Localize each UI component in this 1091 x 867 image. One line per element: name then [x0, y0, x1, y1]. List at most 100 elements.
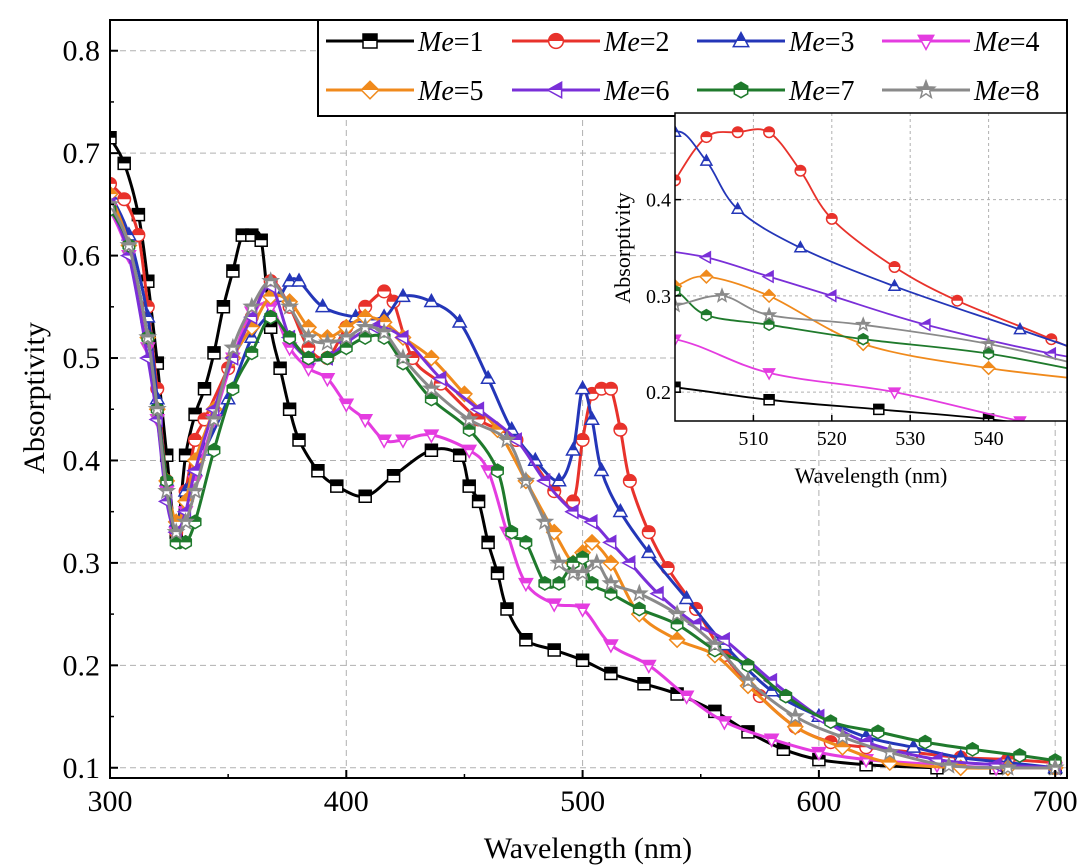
marker-outline: [939, 755, 959, 774]
marker-outline: [518, 577, 534, 593]
marker-outline: [763, 318, 775, 332]
marker-outline: [497, 430, 517, 449]
marker-outline: [887, 387, 902, 400]
marker-outline: [873, 403, 885, 416]
data-point-me-6: [394, 329, 409, 346]
data-point-me-8: [535, 511, 555, 530]
marker-outline: [549, 552, 569, 571]
marker-outline: [459, 409, 479, 428]
x-tick-label: 400: [324, 785, 369, 818]
marker-outline: [857, 332, 869, 346]
data-point-me-7: [462, 422, 476, 438]
data-point-me-5: [356, 308, 374, 326]
marker-outline: [243, 328, 260, 344]
marker-outline: [421, 378, 441, 397]
marker-outline: [245, 345, 259, 361]
data-point-me-5: [110, 185, 119, 203]
marker-outline: [432, 370, 447, 387]
marker-outline: [338, 398, 355, 413]
marker-outline: [1013, 416, 1027, 421]
inset-point-me-1: [873, 403, 885, 416]
data-point-me-8: [421, 378, 441, 397]
marker-outline: [226, 264, 240, 278]
inset-y-tick-label: 0.2: [646, 382, 671, 404]
inset-point-me-2: [700, 131, 713, 144]
marker-half: [644, 545, 653, 553]
data-point-me-1: [519, 632, 533, 647]
data-point-me-7: [339, 340, 353, 356]
marker-outline: [763, 733, 780, 748]
marker-half: [380, 309, 389, 318]
marker-half: [338, 319, 354, 328]
marker-half: [765, 734, 779, 740]
y-tick-label: 0.4: [63, 444, 101, 477]
inset-y-tick-label: 0.4: [646, 190, 671, 212]
data-point-me-3: [593, 461, 610, 477]
marker-half: [285, 274, 294, 282]
marker-outline: [547, 32, 565, 50]
legend-suffix: =7: [825, 76, 855, 107]
data-point-me-8: [317, 332, 337, 351]
marker-outline: [733, 81, 749, 99]
marker-outline: [667, 604, 687, 623]
marker-outline: [678, 589, 695, 605]
data-point-me-6: [602, 534, 617, 551]
data-point-me-5: [602, 554, 620, 572]
marker-outline: [507, 432, 522, 448]
inset-point-me-5: [761, 288, 777, 304]
marker-outline: [261, 271, 281, 290]
marker-half: [387, 469, 400, 476]
data-point-me-5: [583, 533, 601, 551]
marker-outline: [629, 583, 649, 602]
data-point-me-1: [330, 479, 344, 493]
data-point-me-7: [207, 442, 221, 458]
marker-outline: [565, 441, 581, 456]
marker-outline: [204, 409, 224, 428]
marker-outline: [675, 124, 682, 138]
marker-outline: [110, 176, 118, 191]
marker-outline: [763, 126, 776, 139]
marker-outline: [670, 687, 684, 701]
data-point-me-3: [640, 543, 657, 559]
data-point-me-1: [490, 566, 505, 580]
legend-prefix: Me: [603, 76, 640, 107]
legend-label-me-2: Me=2: [603, 27, 670, 58]
marker-half: [700, 251, 711, 258]
marker-outline: [185, 481, 205, 500]
marker-half: [265, 310, 277, 318]
inset-point-me-3: [730, 201, 745, 214]
data-point-me-3: [291, 272, 307, 287]
data-point-me-6: [583, 514, 598, 530]
marker-outline: [715, 631, 730, 648]
marker-outline: [675, 278, 683, 294]
legend-prefix: Me: [417, 76, 454, 107]
marker-outline: [587, 552, 607, 571]
inset-point-me-2: [731, 126, 744, 139]
data-point-me-8: [157, 481, 177, 500]
marker-half: [198, 382, 211, 389]
marker-outline: [1013, 322, 1027, 335]
marker-outline: [490, 566, 505, 580]
data-point-me-1: [547, 643, 561, 657]
data-point-me-1: [452, 448, 467, 463]
legend-suffix: =2: [640, 27, 670, 58]
marker-half: [340, 341, 352, 348]
marker-outline: [713, 287, 731, 303]
marker-half: [717, 716, 731, 722]
marker-half: [682, 591, 691, 599]
data-point-me-1: [386, 469, 401, 483]
inset-line-me-3: [675, 130, 1067, 347]
data-point-me-6: [715, 631, 730, 648]
data-point-me-1: [178, 448, 193, 463]
marker-outline: [602, 534, 617, 551]
marker-outline: [632, 601, 646, 617]
inset-point-me-3: [699, 153, 714, 166]
marker-outline: [603, 639, 619, 654]
data-point-me-4: [603, 639, 619, 654]
marker-half: [455, 315, 464, 323]
marker-half: [576, 654, 589, 661]
y-tick-label: 0.3: [63, 547, 101, 580]
marker-outline: [700, 308, 712, 322]
marker-half: [132, 208, 145, 215]
y-tick-label: 0.2: [63, 649, 101, 682]
